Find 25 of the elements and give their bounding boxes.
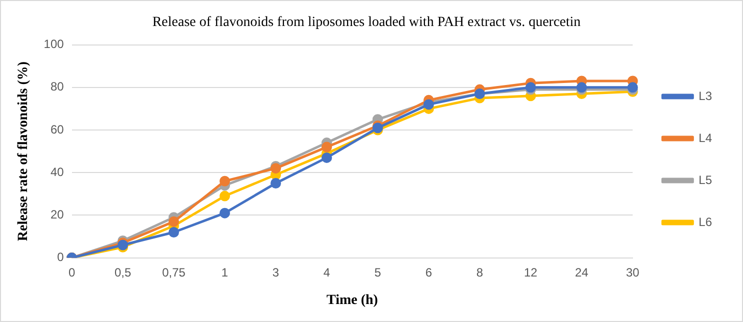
legend-label: L6: [698, 214, 712, 229]
x-tick-label: 6: [425, 265, 432, 280]
y-tick-label: 100: [44, 37, 64, 52]
x-axis-title: Time (h): [326, 293, 378, 308]
legend-label: L4: [698, 130, 712, 145]
x-tick-label: 4: [323, 265, 330, 280]
x-tick-label: 0,75: [162, 265, 186, 280]
x-tick-label: 0: [68, 265, 76, 280]
y-tick-label: 60: [50, 122, 64, 136]
y-tick-label: 40: [50, 164, 64, 179]
legend-label: L3: [698, 88, 712, 103]
y-tick-label: 0: [57, 250, 64, 264]
y-axis-title: Release rate of flavonoids (%): [16, 61, 32, 242]
x-tick-label: 24: [574, 265, 589, 280]
x-tick-label: 0,5: [114, 265, 132, 280]
x-tick-label: 8: [476, 265, 484, 280]
chart-title: Release of flavonoids from liposomes loaded with PAH extract vs. quercetin: [152, 15, 581, 30]
x-tick-label: 1: [221, 265, 228, 280]
y-tick-label: 20: [50, 208, 64, 222]
x-tick-label: 30: [626, 265, 640, 280]
x-tick-label: 12: [524, 265, 538, 280]
y-tick-label: 80: [50, 80, 64, 94]
x-tick-label: 3: [272, 265, 280, 280]
legend-label: L5: [698, 172, 712, 187]
x-tick-label: 5: [374, 265, 382, 280]
